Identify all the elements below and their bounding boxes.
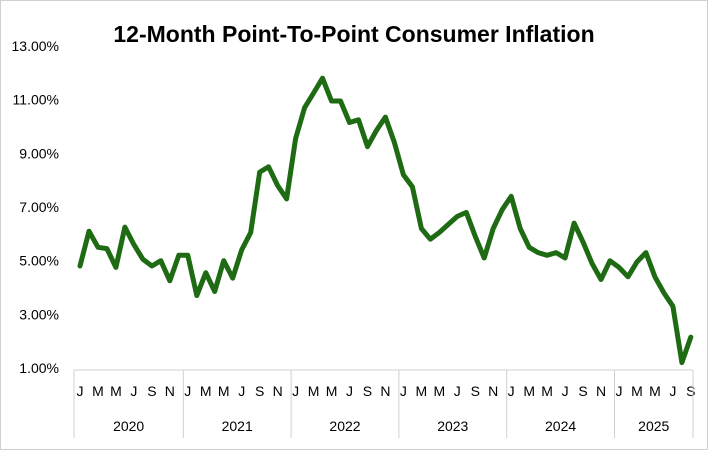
year-label: 2021 — [222, 418, 253, 434]
month-tick-label: N — [488, 383, 498, 399]
month-tick-label: J — [130, 383, 137, 399]
year-label: 2023 — [437, 418, 468, 434]
y-tick-label: 3.00% — [19, 306, 59, 322]
year-label: 2024 — [545, 418, 576, 434]
month-tick-label: N — [380, 383, 390, 399]
month-tick-label: J — [292, 383, 299, 399]
month-tick-label: M — [523, 383, 535, 399]
month-tick-label: J — [77, 383, 84, 399]
y-tick-label: 9.00% — [19, 145, 59, 161]
month-tick-label: M — [541, 383, 553, 399]
month-tick-label: M — [200, 383, 212, 399]
year-label: 2022 — [329, 418, 360, 434]
y-tick-label: 13.00% — [12, 38, 59, 54]
y-tick-label: 11.00% — [13, 92, 59, 108]
month-tick-label: J — [669, 383, 676, 399]
month-tick-label: N — [165, 383, 175, 399]
month-tick-label: M — [110, 383, 122, 399]
month-tick-label: M — [326, 383, 338, 399]
y-tick-label: 5.00% — [19, 253, 59, 269]
month-tick-label: J — [508, 383, 515, 399]
month-tick-label: S — [686, 383, 695, 399]
month-tick-label: S — [147, 383, 156, 399]
month-tick-label: M — [631, 383, 643, 399]
month-tick-label: S — [363, 383, 372, 399]
chart-title: 12-Month Point-To-Point Consumer Inflati… — [113, 21, 594, 47]
month-tick-label: M — [92, 383, 104, 399]
month-tick-label: M — [416, 383, 428, 399]
year-label: 2020 — [113, 418, 144, 434]
month-tick-label: J — [400, 383, 407, 399]
month-tick-label: J — [562, 383, 569, 399]
month-tick-label: S — [255, 383, 264, 399]
y-tick-label: 1.00% — [19, 360, 59, 376]
month-tick-label: J — [346, 383, 353, 399]
y-tick-label: 7.00% — [19, 199, 59, 215]
month-tick-label: M — [649, 383, 661, 399]
month-tick-label: J — [238, 383, 245, 399]
month-tick-label: N — [596, 383, 606, 399]
year-label: 2025 — [638, 418, 669, 434]
month-tick-label: J — [184, 383, 191, 399]
month-tick-label: S — [471, 383, 480, 399]
series-line-inflation — [77, 75, 694, 366]
month-tick-label: J — [454, 383, 461, 399]
y-axis-ticks: 1.00% 3.00% 5.00% 7.00% 9.00% 11.00% 13.00% — [12, 38, 59, 376]
month-tick-label: N — [273, 383, 283, 399]
month-tick-label: M — [308, 383, 320, 399]
month-tick-label: S — [578, 383, 587, 399]
month-tick-label: M — [433, 383, 445, 399]
month-tick-label: M — [218, 383, 230, 399]
month-tick-label: J — [615, 383, 622, 399]
